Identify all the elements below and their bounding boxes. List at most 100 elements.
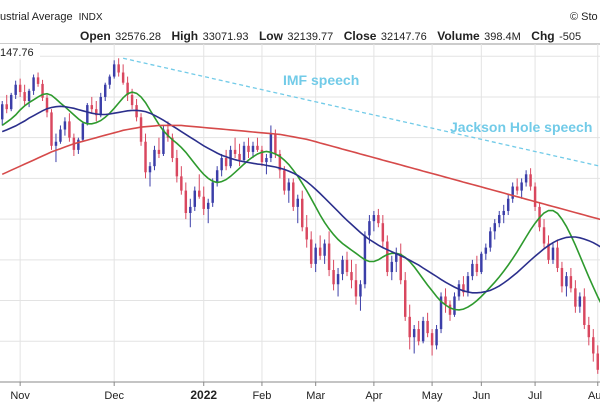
candle-body (103, 84, 107, 97)
candle-body (5, 104, 8, 110)
candle-body (462, 284, 465, 293)
x-tick-label: Aug (588, 390, 600, 402)
candle-body (587, 324, 591, 338)
candle-body (296, 198, 299, 207)
candle-body (148, 166, 152, 173)
candle-body (206, 202, 210, 209)
ohlc-readout: Open 32576.28 High 33071.93 Low 32139.77… (80, 27, 581, 45)
candle-body (511, 186, 514, 199)
low-value: 32139.77 (287, 31, 334, 43)
candle-body (417, 329, 420, 342)
candle-body (448, 304, 452, 315)
candle-body (377, 215, 380, 224)
candle-body (301, 198, 304, 228)
index-name: ustrial Average (0, 11, 73, 23)
candle-body (556, 247, 559, 268)
chg-label: Chg (531, 29, 555, 43)
candle-body (498, 215, 501, 224)
candle-body (265, 158, 268, 163)
candle-body (453, 296, 456, 315)
last-price-label: 147.76 (0, 47, 34, 59)
candle-body (578, 296, 582, 307)
candle-body (457, 284, 461, 297)
candle-body (14, 84, 17, 95)
candle-body (81, 123, 85, 140)
candle-body (175, 158, 179, 177)
candle-body (99, 96, 102, 116)
x-tick-label: Apr (365, 390, 382, 402)
candle-body (583, 296, 586, 325)
candle-body (1, 104, 4, 120)
candle-body (426, 320, 429, 334)
candle-body (506, 198, 510, 211)
annotation-label: IMF speech (283, 72, 359, 88)
candle-body (439, 296, 443, 330)
annotation-label: Jackson Hole speech (450, 119, 592, 135)
candle-body (551, 247, 555, 260)
candle-body (399, 253, 402, 281)
candle-body (224, 158, 228, 167)
candle-body (354, 280, 358, 297)
candle-body (368, 221, 371, 236)
candle-body (547, 243, 550, 260)
candle-body (533, 186, 537, 207)
candle-body (41, 83, 44, 98)
candle-body (27, 90, 31, 102)
candle-body (565, 276, 568, 287)
candle-body (77, 139, 80, 150)
candle-body (292, 182, 295, 207)
candle-body (278, 153, 282, 171)
candle-body (475, 263, 479, 273)
candle-body (403, 280, 407, 317)
x-tick-label: Jun (472, 390, 490, 402)
high-value: 33071.93 (202, 31, 249, 43)
index-symbol: INDX (78, 12, 103, 23)
candle-body (323, 243, 326, 256)
candle-body (256, 145, 259, 150)
open-value: 32576.28 (115, 31, 162, 43)
x-tick-label: Mar (306, 390, 325, 402)
candle-body (260, 149, 264, 163)
candle-body (117, 64, 120, 73)
candle-body (45, 97, 49, 113)
candle-body (421, 320, 425, 342)
candle-body (283, 170, 286, 191)
close-label: Close (343, 29, 377, 43)
candle-body (95, 109, 98, 116)
volume-value: 398.4M (484, 31, 521, 43)
candle-body (515, 186, 519, 191)
trendline (122, 57, 600, 167)
candle-body (332, 270, 335, 285)
x-tick-label: Feb (252, 390, 271, 402)
candle-body (23, 92, 26, 102)
x-tick-label: 2022 (190, 388, 217, 402)
candle-body (220, 158, 223, 171)
candle-body (238, 153, 241, 161)
x-tick-label: Jul (528, 390, 542, 402)
candle-body (489, 231, 492, 248)
candle-body (130, 94, 134, 106)
moving-average-line (1, 124, 600, 221)
candle-body (9, 94, 13, 110)
candle-body (502, 210, 505, 216)
candle-body (395, 253, 398, 262)
candle-body (305, 227, 308, 240)
candle-body (189, 206, 192, 213)
candle-body (157, 149, 161, 154)
candle-body (493, 223, 497, 232)
candle-body (529, 174, 532, 187)
watermark: © Sto (570, 11, 598, 23)
candle-body (287, 182, 291, 191)
candle-body (520, 182, 523, 191)
candle-body (59, 129, 62, 142)
x-tick-label: Nov (10, 390, 30, 402)
candle-body (350, 272, 353, 281)
candle-body (560, 267, 564, 287)
annotation-layer: IMF speech Jackson Hole speech (283, 72, 592, 135)
candle-body (108, 76, 111, 85)
candle-body (596, 353, 599, 370)
candle-body (251, 145, 255, 152)
candle-body (327, 243, 331, 271)
chart-title: ustrial Average INDX (0, 11, 103, 23)
